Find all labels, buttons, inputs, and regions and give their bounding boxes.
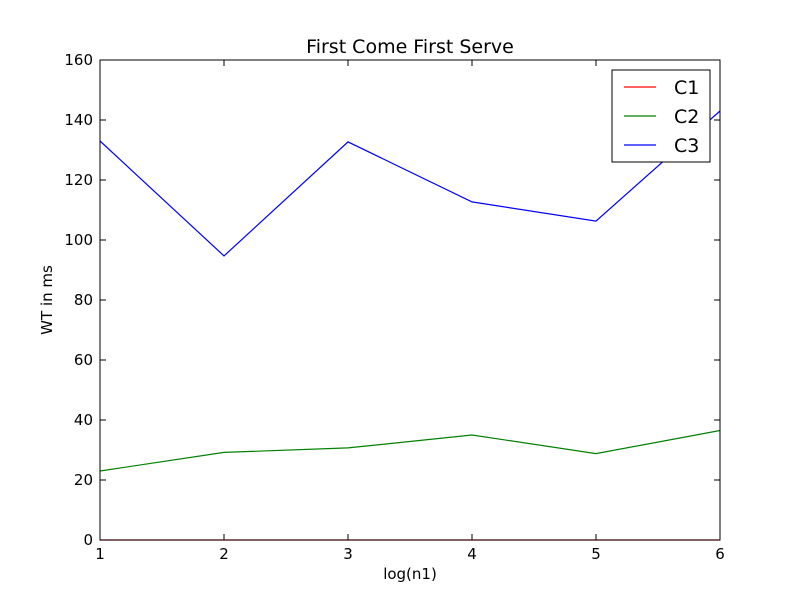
chart-title: First Come First Serve [306, 36, 514, 58]
legend-label-c1: C1 [674, 77, 699, 99]
y-tick-label: 20 [74, 471, 93, 489]
series-line-c3 [99, 110, 721, 257]
y-tick-label: 140 [64, 111, 93, 129]
legend-label-c2: C2 [674, 106, 699, 128]
x-tick-label: 3 [343, 545, 353, 563]
x-tick-label: 6 [715, 545, 725, 563]
y-tick-label: 100 [64, 231, 93, 249]
y-tick-label: 60 [74, 351, 93, 369]
y-tick-label: 0 [83, 531, 93, 549]
x-axis-title: log(n1) [383, 565, 437, 583]
x-tick-label: 1 [95, 545, 105, 563]
y-tick-label: 40 [74, 411, 93, 429]
legend-label-c3: C3 [674, 135, 699, 157]
legend: C1 C2 C3 [611, 69, 711, 163]
y-tick-label: 80 [74, 291, 93, 309]
y-axis-title: WT in ms [38, 265, 56, 335]
x-tick-label: 5 [591, 545, 601, 563]
series-line-c2 [99, 429, 721, 472]
x-tick-label: 4 [467, 545, 477, 563]
x-tick-label: 2 [219, 545, 229, 563]
y-tick-label: 160 [64, 51, 93, 69]
y-tick-label: 120 [64, 171, 93, 189]
